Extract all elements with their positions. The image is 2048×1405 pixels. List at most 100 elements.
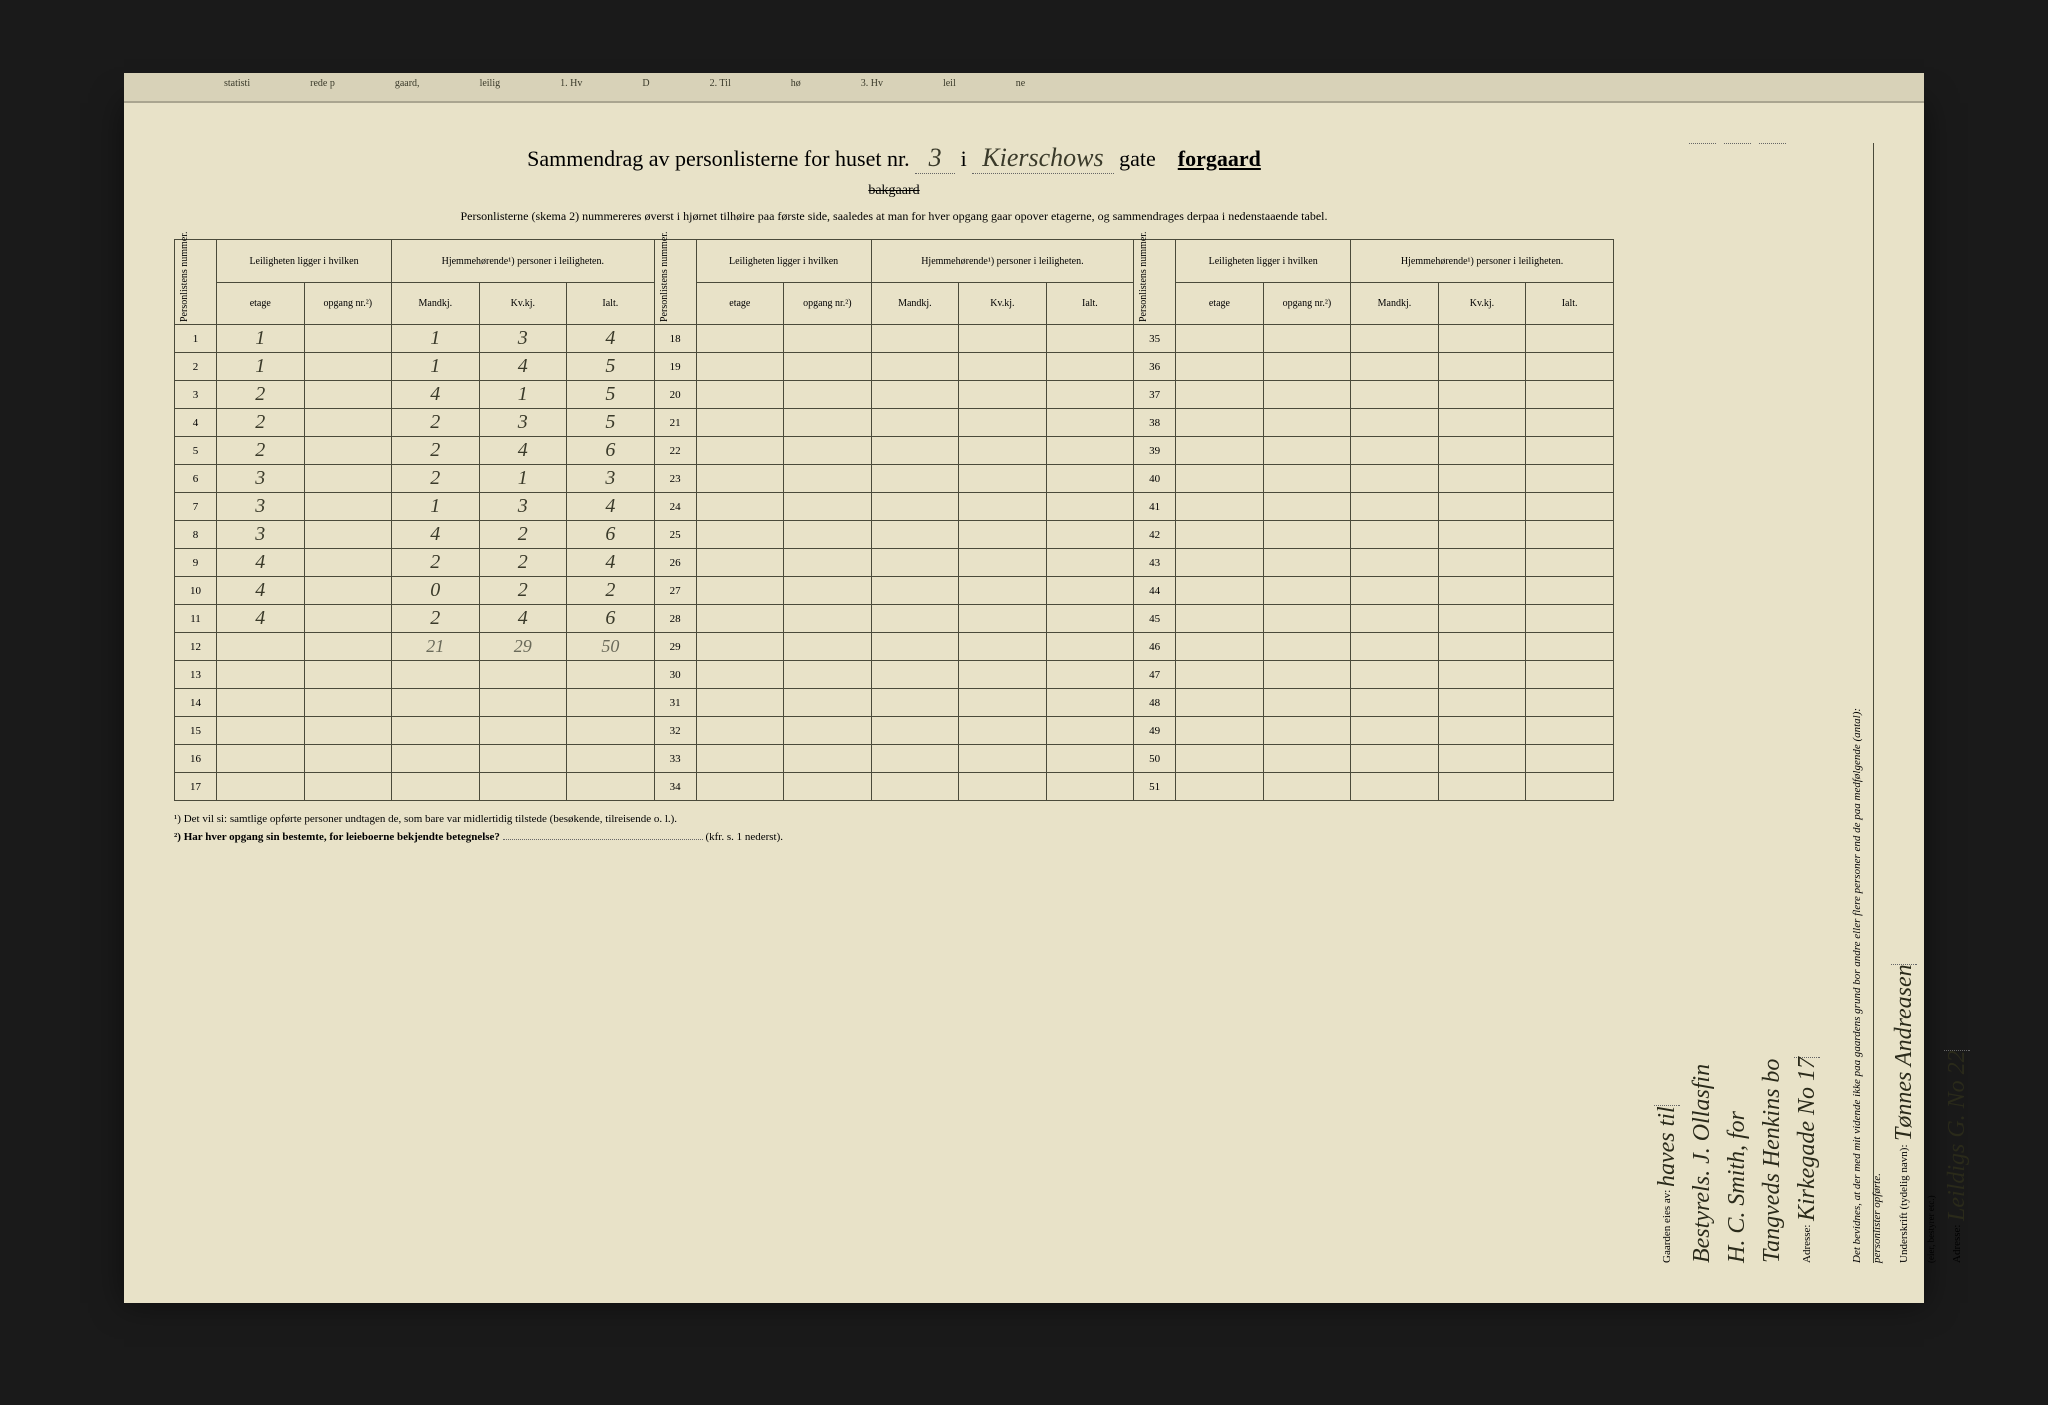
data-cell: [1263, 633, 1351, 661]
data-cell: [1526, 353, 1614, 381]
data-cell: [1438, 633, 1526, 661]
data-cell: [871, 661, 959, 689]
col-etage: etage: [217, 282, 305, 325]
data-cell: [217, 633, 305, 661]
fragment: leilig: [480, 78, 501, 89]
data-cell: [784, 381, 872, 409]
row-number: 8: [175, 521, 217, 549]
data-cell: [696, 717, 784, 745]
fragment: 1. Hv: [560, 78, 582, 89]
data-cell: 4: [392, 381, 480, 409]
data-cell: 2: [567, 577, 655, 605]
data-cell: 4: [217, 577, 305, 605]
data-cell: [871, 409, 959, 437]
data-cell: [1526, 493, 1614, 521]
data-cell: [1176, 325, 1264, 353]
col-kvkj-2: Kv.kj.: [959, 282, 1047, 325]
fragment: rede p: [310, 78, 335, 89]
col-kvkj-3: Kv.kj.: [1438, 282, 1526, 325]
data-cell: [392, 661, 480, 689]
data-cell: [1046, 549, 1134, 577]
data-cell: [304, 409, 392, 437]
fragment: 2. Til: [710, 78, 731, 89]
data-cell: [1263, 661, 1351, 689]
data-cell: 1: [217, 325, 305, 353]
footnote-1: ¹) Det vil si: samtlige opførte personer…: [174, 811, 1614, 829]
data-cell: [1351, 745, 1439, 773]
col-kvkj: Kv.kj.: [479, 282, 567, 325]
row-number: 12: [175, 633, 217, 661]
data-cell: 2: [217, 409, 305, 437]
data-cell: [696, 437, 784, 465]
data-cell: 4: [217, 549, 305, 577]
data-cell: [1176, 353, 1264, 381]
data-cell: [1351, 325, 1439, 353]
data-cell: [1176, 745, 1264, 773]
data-cell: [1438, 353, 1526, 381]
data-cell: [1526, 381, 1614, 409]
data-cell: 4: [567, 493, 655, 521]
data-cell: 1: [479, 465, 567, 493]
row-number: 11: [175, 605, 217, 633]
data-cell: [871, 493, 959, 521]
row-number: 3: [175, 381, 217, 409]
data-cell: [1438, 325, 1526, 353]
row-number: 49: [1134, 717, 1176, 745]
data-cell: [784, 633, 872, 661]
census-table: Personlistens nummer. Leiligheten ligger…: [174, 239, 1614, 801]
data-cell: [1351, 493, 1439, 521]
data-cell: [304, 353, 392, 381]
data-cell: [1263, 409, 1351, 437]
data-cell: [304, 605, 392, 633]
data-cell: [392, 773, 480, 801]
data-cell: [1438, 381, 1526, 409]
title-prefix: Sammendrag av personlisterne for huset n…: [527, 146, 909, 171]
data-cell: 3: [217, 493, 305, 521]
data-cell: 2: [392, 465, 480, 493]
owner-address: Kirkegade No 17: [1794, 1056, 1820, 1221]
data-cell: [1046, 465, 1134, 493]
fragment: 3. Hv: [861, 78, 883, 89]
data-cell: 5: [567, 381, 655, 409]
data-cell: 3: [567, 465, 655, 493]
table-row: 143148: [175, 689, 1614, 717]
row-number: 14: [175, 689, 217, 717]
footnotes: ¹) Det vil si: samtlige opførte personer…: [174, 811, 1614, 846]
data-cell: [871, 577, 959, 605]
data-cell: [696, 745, 784, 773]
col-hjemme-3: Hjemmehørende¹) personer i leiligheten.: [1351, 240, 1614, 283]
data-cell: [784, 549, 872, 577]
data-cell: [959, 633, 1047, 661]
data-cell: [871, 745, 959, 773]
table-row: 153249: [175, 717, 1614, 745]
data-cell: 6: [567, 521, 655, 549]
row-number: 43: [1134, 549, 1176, 577]
data-cell: [959, 409, 1047, 437]
data-cell: [304, 689, 392, 717]
table-row: 522462239: [175, 437, 1614, 465]
row-number: 22: [654, 437, 696, 465]
data-cell: 2: [217, 381, 305, 409]
data-cell: 4: [479, 353, 567, 381]
row-number: 38: [1134, 409, 1176, 437]
data-cell: 2: [479, 521, 567, 549]
data-cell: [1176, 605, 1264, 633]
data-cell: [304, 381, 392, 409]
row-number: 10: [175, 577, 217, 605]
data-cell: [871, 549, 959, 577]
signature: Tønnes Andreasen: [1891, 963, 1917, 1141]
table-row: 731342441: [175, 493, 1614, 521]
data-cell: [304, 493, 392, 521]
address: Leildigs G. No 22: [1944, 1049, 1970, 1221]
data-cell: [1526, 465, 1614, 493]
data-cell: [959, 325, 1047, 353]
col-ialt-3: Ialt.: [1526, 282, 1614, 325]
top-text-fragments: statisti rede p gaard, leilig 1. Hv D 2.…: [224, 78, 1025, 89]
data-cell: [392, 745, 480, 773]
data-cell: [1438, 409, 1526, 437]
col-mandkj-3: Mandkj.: [1351, 282, 1439, 325]
data-cell: [959, 381, 1047, 409]
row-number: 7: [175, 493, 217, 521]
data-cell: [1526, 521, 1614, 549]
row-number: 5: [175, 437, 217, 465]
